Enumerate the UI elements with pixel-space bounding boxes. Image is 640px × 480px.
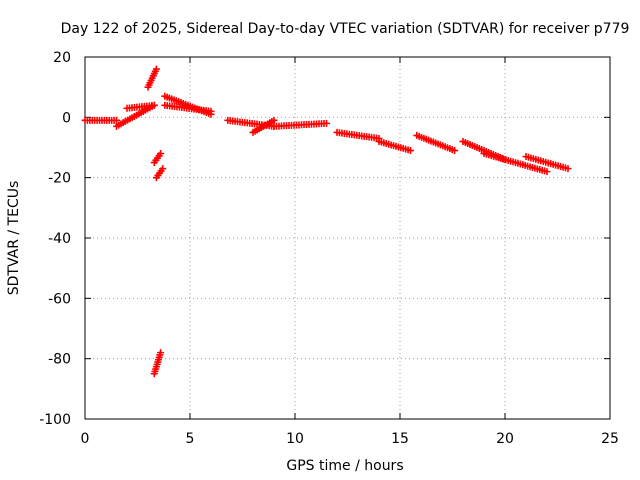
data-point bbox=[157, 150, 165, 158]
data-point bbox=[150, 101, 158, 109]
y-tick-label: -100 bbox=[39, 412, 71, 428]
data-point bbox=[270, 116, 278, 124]
series-arc-mid bbox=[150, 150, 165, 167]
series-baseline bbox=[81, 116, 120, 124]
series-arc-low bbox=[150, 349, 165, 378]
x-tick-label: 20 bbox=[496, 431, 514, 447]
series-cluster23 bbox=[522, 153, 572, 173]
series-plateau bbox=[123, 101, 158, 112]
data-point bbox=[407, 147, 414, 155]
grid-lines bbox=[85, 57, 610, 419]
y-tick-label: -60 bbox=[48, 291, 71, 307]
y-axis-label: SDTVAR / TECUs bbox=[6, 181, 22, 296]
data-point bbox=[159, 165, 167, 173]
data-point bbox=[543, 168, 551, 176]
series-descent bbox=[333, 128, 383, 142]
data-points bbox=[81, 65, 572, 378]
x-tick-label: 25 bbox=[601, 431, 619, 447]
x-tick-label: 10 bbox=[286, 431, 304, 447]
series-arc-mid2 bbox=[152, 165, 167, 182]
x-tick-label: 5 bbox=[186, 431, 195, 447]
data-point bbox=[207, 107, 215, 115]
series-cluster15 bbox=[375, 137, 414, 155]
plot-frame bbox=[84, 56, 611, 420]
series-cluster21 bbox=[480, 150, 551, 176]
series-bump bbox=[270, 119, 330, 130]
axis-ticks bbox=[84, 56, 611, 420]
series-arc-up bbox=[144, 65, 160, 91]
y-tick-label: -40 bbox=[48, 231, 71, 247]
data-point bbox=[323, 119, 330, 127]
data-point bbox=[451, 147, 459, 155]
x-axis-label: GPS time / hours bbox=[286, 458, 403, 474]
y-tick-labels: -100 -80 -60 -40 -20 0 20 bbox=[39, 50, 71, 428]
y-tick-label: 0 bbox=[62, 110, 71, 126]
y-tick-label: -20 bbox=[48, 171, 71, 187]
x-tick-label: 0 bbox=[81, 431, 90, 447]
data-point bbox=[157, 349, 165, 357]
series-dip bbox=[249, 116, 278, 136]
data-point bbox=[564, 165, 572, 173]
x-tick-label: 15 bbox=[391, 431, 409, 447]
chart-title: Day 122 of 2025, Sidereal Day-to-day VTE… bbox=[61, 21, 630, 37]
series-cluster17 bbox=[413, 131, 459, 155]
x-tick-labels: 0 5 10 15 20 25 bbox=[81, 431, 619, 447]
y-tick-label: -80 bbox=[48, 352, 71, 368]
series-hump2 bbox=[161, 101, 215, 115]
data-point bbox=[152, 65, 160, 73]
data-point bbox=[113, 116, 120, 124]
y-tick-label: 20 bbox=[53, 50, 71, 66]
